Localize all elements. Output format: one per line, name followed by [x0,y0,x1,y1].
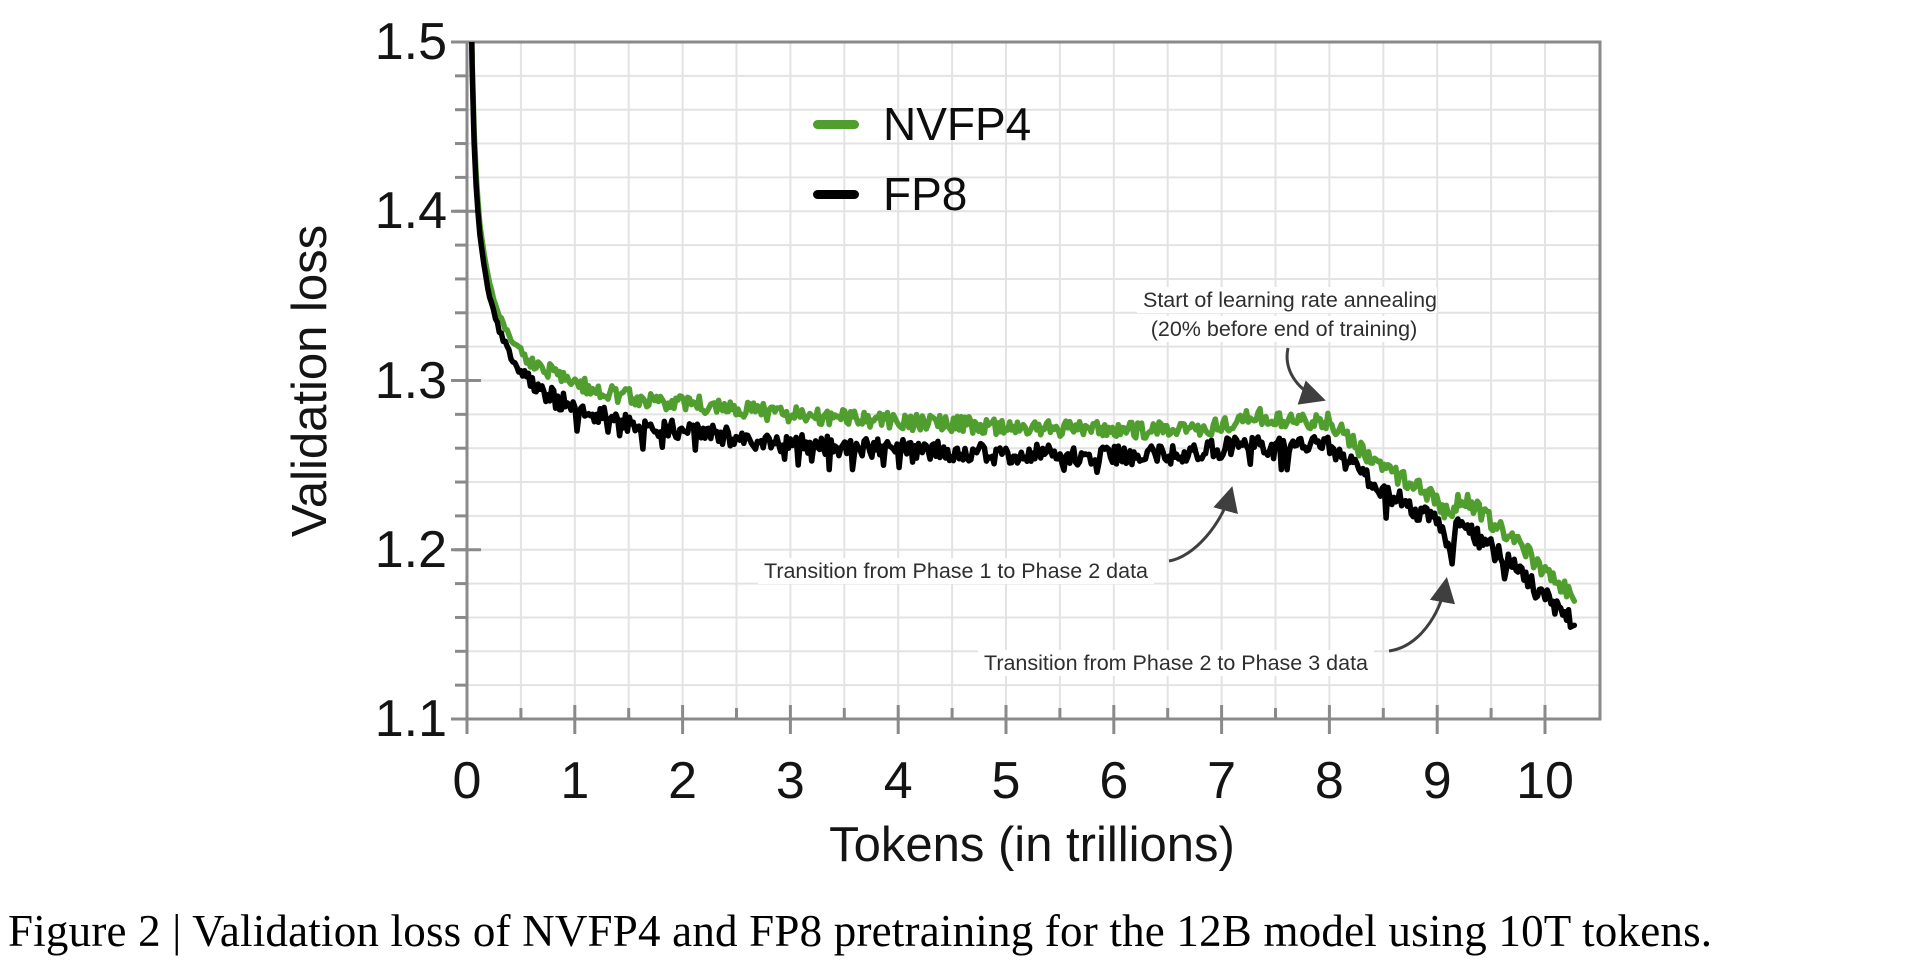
legend-label-nvfp4: NVFP4 [883,98,1032,150]
x-tick-label: 9 [1422,752,1452,810]
x-tick-label: 2 [668,752,698,810]
annotation-arrows [1168,347,1456,653]
legend-entry-fp8: FP8 [813,168,967,220]
gridlines [467,42,1600,719]
annotation-phase1-to-phase2-text: Transition from Phase 1 to Phase 2 data [757,558,1155,584]
annotation-lr-annealing-text: Start of learning rate annealing (20% be… [1136,287,1438,342]
loss-curves [469,42,1578,630]
fp8-line-swatch-icon [813,189,859,199]
x-tick-label: 5 [991,752,1021,810]
legend-entry-nvfp4: NVFP4 [813,98,1031,150]
y-tick-label: 1.2 [374,520,447,579]
x-tick-label: 0 [452,752,482,810]
axes-frame-and-ticks [451,40,1602,734]
y-tick-label: 1.4 [374,182,447,241]
x-axis-title: Tokens (in trillions) [829,818,1235,872]
x-tick-label: 10 [1516,752,1574,810]
x-tick-label: 1 [560,752,590,810]
x-tick-label: 8 [1314,752,1344,810]
annotation-phase1-to-phase2: Transition from Phase 1 to Phase 2 data [696,557,1216,586]
y-tick-label: 1.3 [374,351,447,410]
nvfp4-line-swatch-icon [813,119,859,129]
annotation-phase2-to-phase3: Transition from Phase 2 to Phase 3 data [916,649,1436,678]
x-tick-label: 4 [883,752,913,810]
x-tick-label: 7 [1207,752,1237,810]
y-tick-label: 1.5 [374,13,447,71]
figure-caption: Figure 2 | Validation loss of NVFP4 and … [8,906,1713,956]
annotation-lr-annealing: Start of learning rate annealing (20% be… [1027,286,1547,344]
legend-label-fp8: FP8 [883,168,968,220]
annotation-phase2-to-phase3-text: Transition from Phase 2 to Phase 3 data [977,650,1375,676]
x-tick-label: 3 [775,752,805,810]
x-tick-label: 6 [1099,752,1129,810]
y-tick-label: 1.1 [374,690,447,748]
